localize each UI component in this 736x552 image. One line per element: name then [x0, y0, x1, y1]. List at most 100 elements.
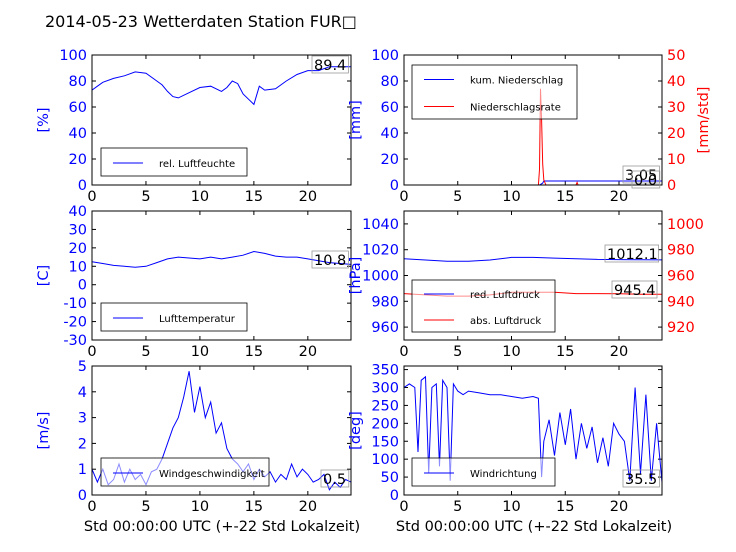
precipitation-frame	[403, 54, 663, 186]
wind-direction-y-axis-label: [deg]	[348, 411, 364, 450]
precipitation-last-value-label: 0.0	[634, 173, 657, 189]
precipitation-legend: kum. Niederschlag Niederschlagsrate	[411, 64, 578, 120]
wind-direction-x-tick-label: 0	[399, 499, 408, 515]
pressure-last-value-box	[611, 280, 658, 299]
pressure-x-tick-label: 15	[556, 344, 574, 360]
precipitation-panel: 0 5 10 15 20 0 20 40 60 80 100 0 10 20 30 40 50 [mm] [mm/s…	[348, 48, 712, 205]
wind-speed-y-axis-label: [m/s]	[36, 412, 52, 450]
temperature-legend-box	[100, 302, 248, 332]
wind-speed-y-tick-label: 4	[78, 385, 87, 401]
temperature-legend-label: Lufttemperatur	[159, 314, 236, 325]
precipitation-y-tick-label: 0	[390, 178, 399, 194]
precipitation-y2-tick-label: 0	[667, 178, 676, 194]
wind-speed-legend-box	[100, 457, 270, 487]
pressure-last-value-label: 945.4	[614, 283, 656, 299]
temperature-x-tick-label: 20	[299, 344, 317, 360]
humidity-y-axis-label: [%]	[36, 107, 52, 132]
wind-speed-panel: 0 5 10 15 20 0 1 2 3 4 5 [m/s] Windgeschwindigkeit 0.…	[36, 359, 352, 515]
wind-direction-x-tick-label: 10	[502, 499, 520, 515]
temperature-y-tick-label: 20	[69, 241, 87, 257]
precipitation-series-1-line	[404, 180, 662, 185]
temperature-y-tick-label: -10	[63, 296, 87, 312]
wind-direction-y-tick-label: 250	[371, 398, 399, 414]
humidity-panel: 0 5 10 15 20 0 20 40 60 80 100 [%] rel. Luftfeuchte 8…	[36, 48, 352, 205]
precipitation-y2-tick-label: 40	[667, 74, 685, 90]
temperature-y-axis-label: [C]	[36, 265, 52, 286]
humidity-legend-label: rel. Luftfeuchte	[159, 159, 235, 170]
wind-speed-frame	[91, 365, 352, 496]
humidity-y-tick-label: 20	[69, 152, 87, 168]
precipitation-x-tick-label: 5	[453, 189, 462, 205]
humidity-x-tick-label: 10	[191, 189, 209, 205]
pressure-last-value-label: 1012.1	[607, 247, 658, 263]
precipitation-legend-box	[411, 64, 578, 120]
wind-speed-x-tick-label: 15	[245, 499, 263, 515]
wind-speed-y-tick-label: 1	[78, 462, 87, 478]
temperature-y-tick-label: -20	[63, 315, 87, 331]
x-axis-label-right: Std 00:00:00 UTC (+-22 Std Lokalzeit)	[396, 519, 672, 535]
pressure-legend-label: abs. Luftdruck	[470, 316, 541, 327]
wind-direction-last-value-label: 35.5	[625, 472, 657, 488]
humidity-frame	[91, 54, 352, 186]
humidity-series-1-line	[92, 66, 351, 106]
wind-direction-x-tick-label: 5	[453, 499, 462, 515]
wind-direction-legend-label: Windrichtung	[470, 469, 537, 480]
humidity-x-tick-label: 15	[245, 189, 263, 205]
wind-speed-y-tick-label: 0	[78, 488, 87, 504]
pressure-series-1-line	[404, 256, 662, 262]
wind-direction-y-tick-label: 50	[381, 470, 399, 486]
temperature-y-tick-label: -30	[63, 333, 87, 349]
temperature-y-tick-label: 40	[69, 204, 87, 220]
pressure-y-tick-label: 1020	[362, 243, 399, 259]
pressure-y2-tick-label: 940	[667, 294, 695, 310]
wind-speed-x-tick-label: 20	[299, 499, 317, 515]
pressure-y2-tick-label: 1000	[667, 217, 704, 233]
figure-title: 2014-05-23 Wetterdaten Station FUR□	[45, 12, 357, 31]
temperature-x-tick-label: 15	[245, 344, 263, 360]
humidity-last-value-box	[311, 55, 349, 74]
temperature-panel: 0 5 10 15 20 -30 -20 -10 0 10 20 30 40 [C] Lufttempera…	[36, 204, 352, 360]
humidity-y-tick-label: 60	[69, 100, 87, 116]
precipitation-series-2-line	[404, 88, 662, 185]
temperature-frame	[91, 210, 352, 341]
pressure-frame	[403, 210, 663, 341]
pressure-legend-label: red. Luftdruck	[470, 290, 540, 301]
temperature-y-tick-label: 30	[69, 222, 87, 238]
pressure-y2-tick-label: 920	[667, 320, 695, 336]
pressure-y2-tick-label: 960	[667, 269, 695, 285]
humidity-y-tick-label: 40	[69, 126, 87, 142]
wind-direction-y-tick-label: 300	[371, 381, 399, 397]
temperature-series-1-line	[92, 250, 351, 268]
wind-direction-y-tick-label: 350	[371, 363, 399, 379]
precipitation-y-axis-label: [mm]	[348, 100, 364, 140]
pressure-y-tick-label: 980	[371, 294, 399, 310]
wind-speed-last-value-box	[320, 469, 350, 488]
precipitation-legend-label: Niederschlagsrate	[470, 103, 561, 114]
precipitation-y-tick-label: 60	[381, 100, 399, 116]
precipitation-last-value-box	[631, 170, 661, 189]
x-axis-label-left: Std 00:00:00 UTC (+-22 Std Lokalzeit)	[84, 519, 360, 535]
precipitation-legend-label: kum. Niederschlag	[470, 76, 563, 87]
pressure-panel: 0 5 10 15 20 960 980 1000 1020 1040 920 940 960 980 10…	[348, 210, 704, 360]
pressure-y-tick-label: 1000	[362, 269, 399, 285]
precipitation-last-value-label: 3.05	[625, 168, 657, 184]
wind-speed-legend-label: Windgeschwindigkeit	[159, 469, 265, 480]
wind-direction-x-tick-label: 20	[610, 499, 628, 515]
precipitation-y-tick-label: 100	[371, 48, 399, 64]
humidity-legend-box	[100, 147, 248, 177]
temperature-y-tick-label: 10	[69, 259, 87, 275]
wind-direction-legend-box	[411, 457, 556, 487]
wind-direction-legend: Windrichtung	[411, 457, 556, 487]
precipitation-x-tick-label: 0	[399, 189, 408, 205]
pressure-y-axis-label: [hPa]	[348, 257, 364, 294]
humidity-x-tick-label: 20	[299, 189, 317, 205]
pressure-legend: red. Luftdruck abs. Luftdruck	[411, 279, 556, 333]
temperature-x-tick-label: 0	[87, 344, 96, 360]
wind-direction-y-tick-label: 0	[390, 488, 399, 504]
temperature-x-tick-label: 10	[191, 344, 209, 360]
wind-direction-series-1-line	[404, 375, 662, 483]
wind-direction-y-tick-label: 100	[371, 452, 399, 468]
wind-speed-y-tick-label: 5	[78, 359, 87, 375]
wind-direction-x-tick-label: 15	[556, 499, 574, 515]
